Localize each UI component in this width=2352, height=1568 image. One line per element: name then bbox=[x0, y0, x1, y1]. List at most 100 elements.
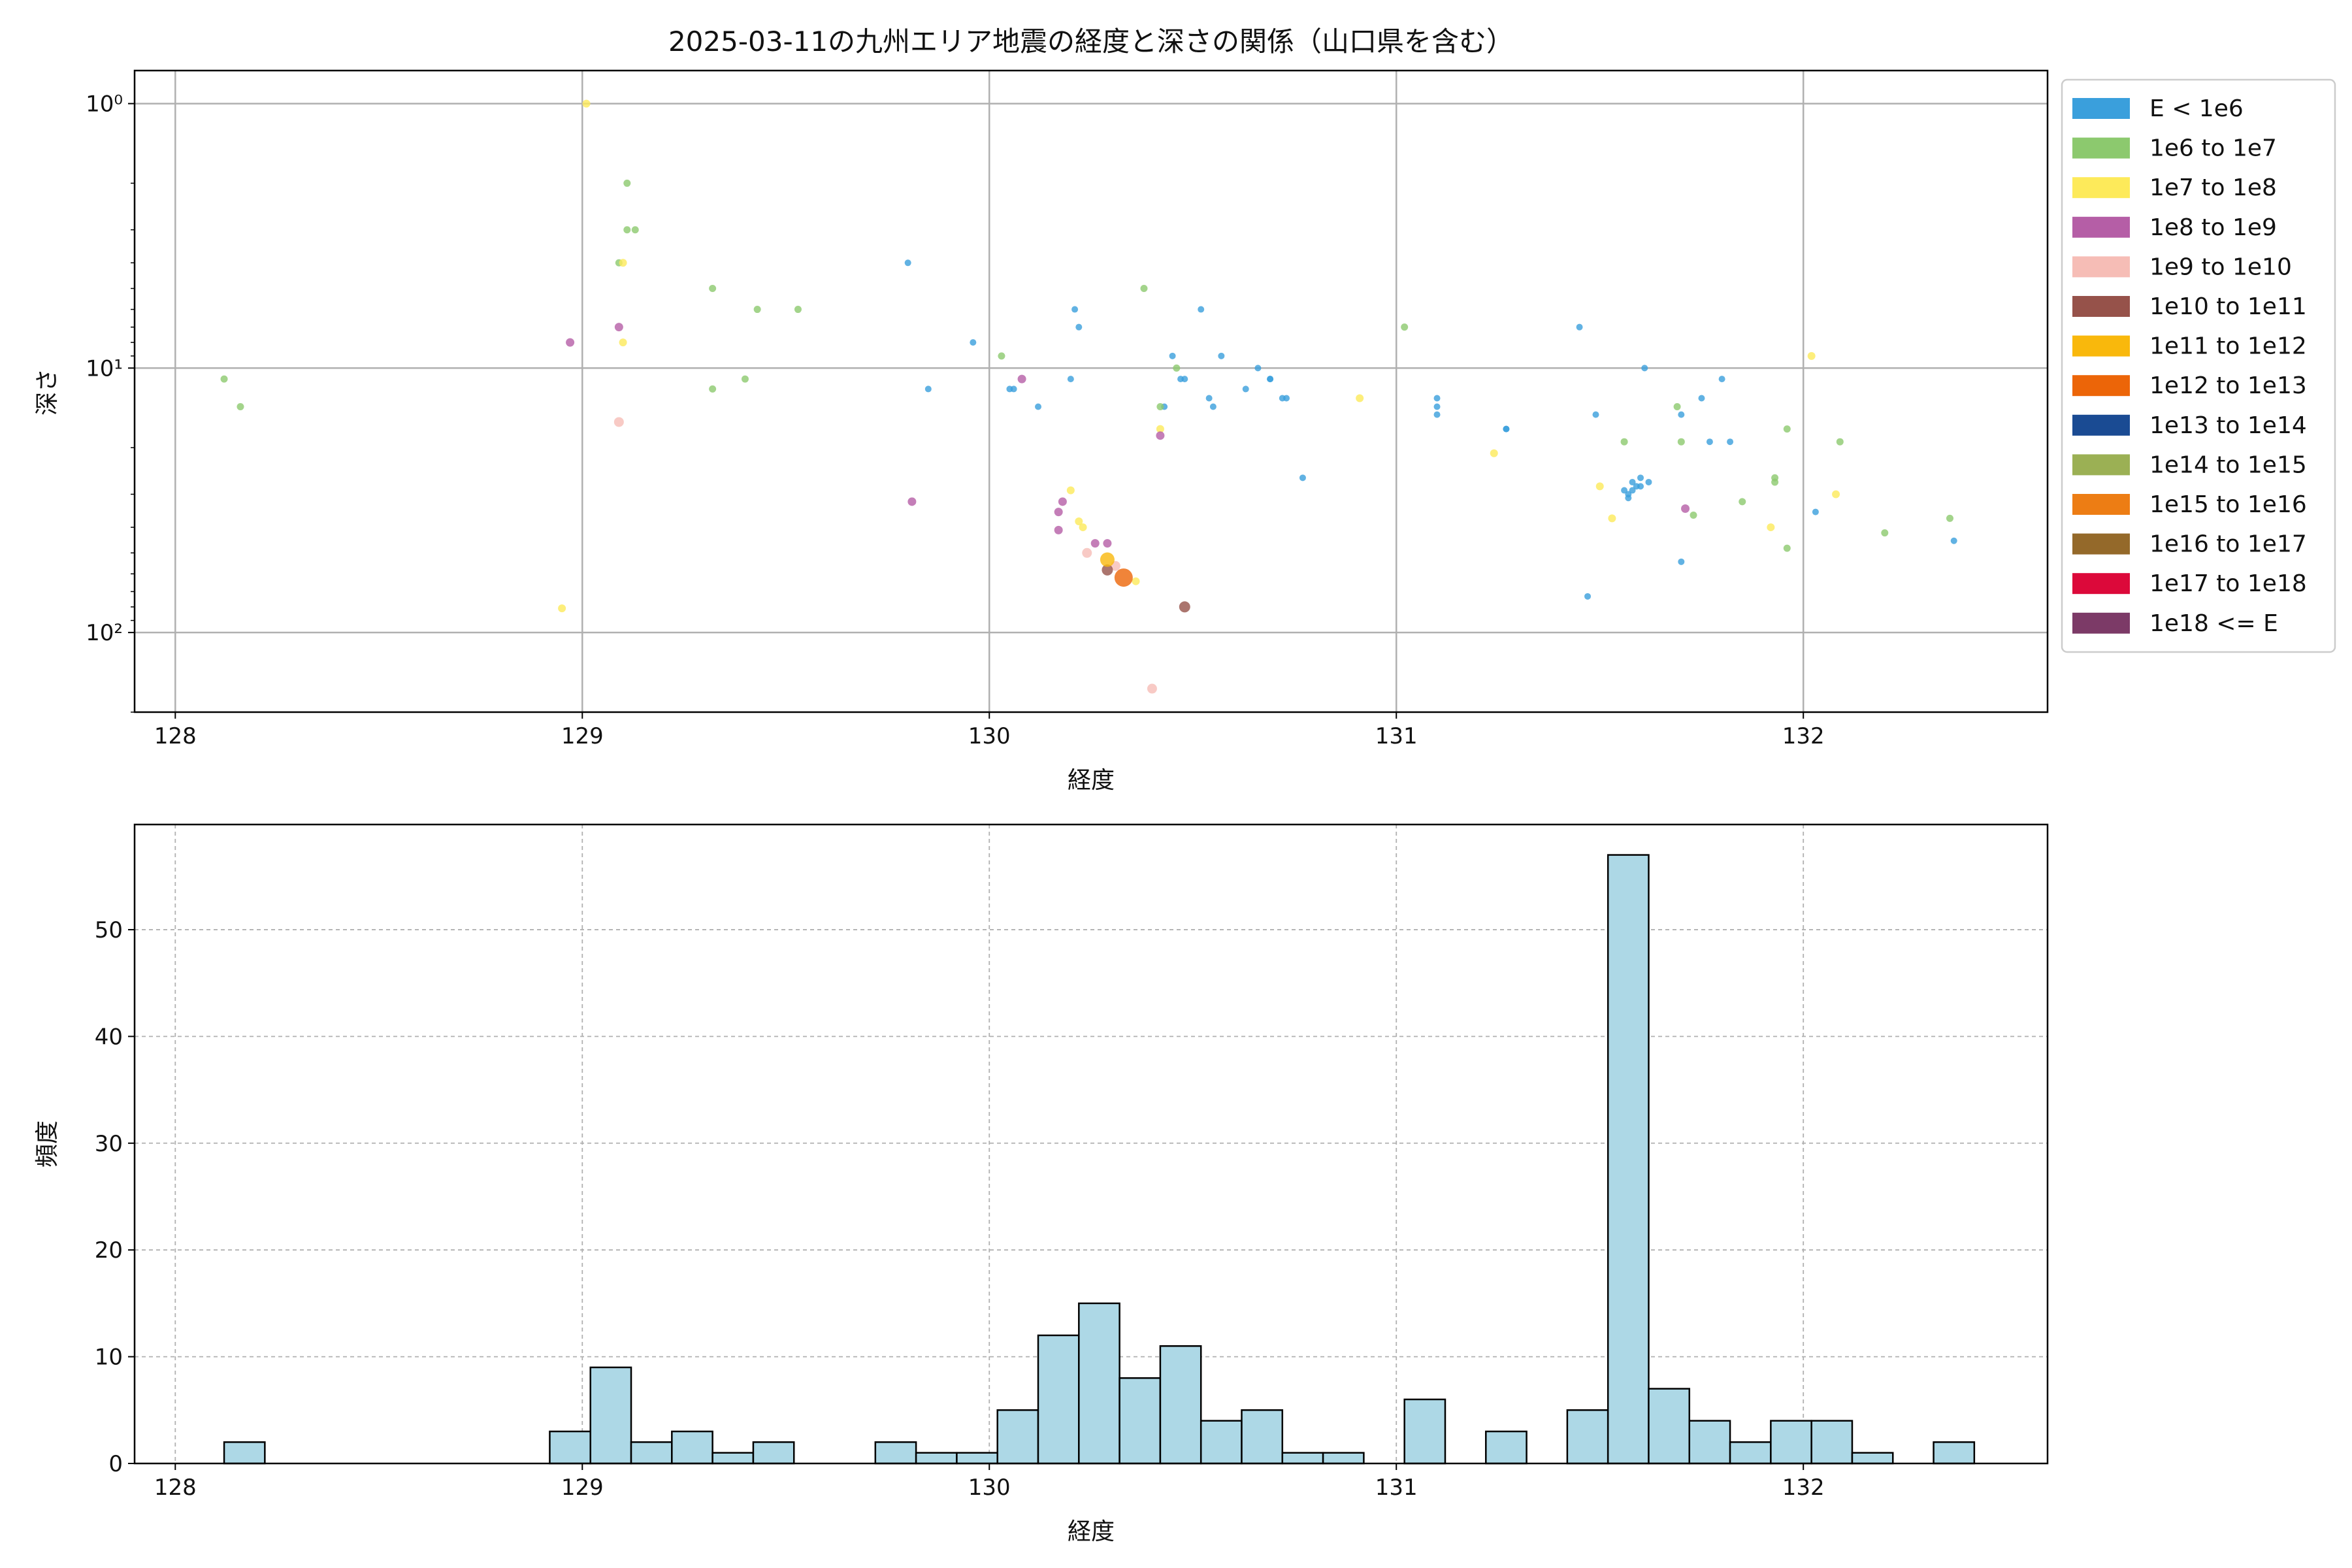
scatter-point bbox=[1173, 364, 1181, 372]
scatter-point bbox=[741, 375, 749, 383]
scatter-point bbox=[1054, 508, 1063, 517]
scatter-point bbox=[613, 417, 624, 427]
histogram-bars bbox=[223, 854, 1976, 1465]
histogram-x-ticks: 128 129 130 131 132 bbox=[154, 1463, 1825, 1501]
legend-swatch bbox=[2072, 137, 2130, 159]
histogram-bar bbox=[1851, 1452, 1894, 1465]
scatter-point bbox=[1071, 306, 1079, 313]
scatter-x-axis-label: 経度 bbox=[1068, 767, 1115, 794]
scatter-point bbox=[1242, 385, 1249, 393]
histogram-y-tick-label: 10 bbox=[95, 1345, 123, 1371]
scatter-y-ticks: 10⁰ 10¹ 10² bbox=[86, 91, 135, 646]
histogram-x-tick-label: 130 bbox=[968, 1475, 1011, 1501]
scatter-y-axis-label: 深さ bbox=[34, 368, 61, 416]
legend-swatch bbox=[2072, 256, 2130, 278]
scatter-point bbox=[1503, 425, 1510, 433]
scatter-point bbox=[1625, 495, 1632, 502]
scatter-point bbox=[237, 403, 244, 411]
histogram-x-tick-label: 131 bbox=[1375, 1475, 1418, 1501]
scatter-point bbox=[904, 259, 911, 267]
legend-swatch bbox=[2072, 573, 2130, 595]
scatter-point bbox=[1637, 474, 1644, 482]
legend-swatch bbox=[2072, 296, 2130, 317]
scatter-point bbox=[1356, 394, 1364, 402]
scatter-point bbox=[1771, 478, 1779, 486]
scatter-point bbox=[924, 385, 932, 393]
scatter-plot-area bbox=[135, 71, 2048, 712]
histogram-bar bbox=[1037, 1334, 1080, 1465]
scatter-point bbox=[1641, 365, 1648, 372]
scatter-point bbox=[1645, 478, 1652, 485]
scatter-point bbox=[1156, 431, 1165, 440]
histogram-y-tick-label: 50 bbox=[95, 917, 123, 943]
legend-swatch bbox=[2072, 612, 2130, 634]
scatter-point bbox=[1103, 539, 1112, 548]
legend-swatch bbox=[2072, 533, 2130, 555]
histogram-bar bbox=[752, 1441, 795, 1465]
scatter-point bbox=[1690, 512, 1697, 519]
histogram-bar bbox=[1485, 1430, 1527, 1465]
scatter-point bbox=[1620, 438, 1628, 446]
scatter-point bbox=[907, 497, 917, 506]
scatter-y-tick-label: 10² bbox=[86, 620, 123, 646]
legend-swatch bbox=[2072, 177, 2130, 199]
histogram-bar bbox=[589, 1366, 632, 1465]
histogram-chart: 128 129 130 131 132 0 10 20 30 40 50 経度 頻度 bbox=[34, 823, 2049, 1545]
scatter-point bbox=[1832, 490, 1840, 498]
legend-swatch bbox=[2072, 216, 2130, 238]
scatter-point bbox=[753, 306, 761, 314]
legend-label: 1e11 to 1e12 bbox=[2149, 333, 2307, 360]
scatter-point bbox=[1678, 558, 1685, 565]
legend: E < 1e6 1e6 to 1e7 1e7 to 1e8 1e8 to 1e9 1e9… bbox=[2061, 78, 2336, 653]
legend-label: 1e13 to 1e14 bbox=[2149, 412, 2307, 439]
histogram-y-tick-label: 40 bbox=[95, 1024, 123, 1050]
legend-label: 1e17 to 1e18 bbox=[2149, 570, 2307, 597]
histogram-bar bbox=[1810, 1420, 1854, 1465]
scatter-point bbox=[1205, 395, 1213, 402]
legend-label: 1e12 to 1e13 bbox=[2149, 372, 2307, 399]
histogram-bar bbox=[1281, 1452, 1324, 1465]
legend-swatch bbox=[2072, 494, 2130, 515]
histogram-bar bbox=[915, 1452, 958, 1465]
histogram-y-tick-label: 30 bbox=[95, 1131, 123, 1157]
histogram-bar bbox=[1933, 1441, 1976, 1465]
scatter-point bbox=[1054, 525, 1063, 534]
scatter-point bbox=[1066, 486, 1075, 495]
histogram-bar bbox=[956, 1452, 998, 1465]
histogram-bar bbox=[1078, 1302, 1120, 1465]
histogram-bar bbox=[711, 1452, 755, 1465]
scatter-frame bbox=[133, 69, 2049, 713]
scatter-point bbox=[1629, 478, 1636, 485]
scatter-point bbox=[1058, 497, 1067, 506]
histogram-frame bbox=[133, 823, 2049, 1465]
scatter-point bbox=[1673, 403, 1681, 411]
scatter-point bbox=[619, 259, 627, 267]
scatter-point bbox=[1678, 411, 1685, 418]
histogram-bar bbox=[671, 1430, 713, 1465]
histogram-bar bbox=[1322, 1452, 1365, 1465]
scatter-point bbox=[1218, 352, 1225, 359]
scatter-points bbox=[220, 99, 1957, 694]
scatter-point bbox=[1783, 544, 1791, 552]
histogram-bar bbox=[1200, 1420, 1243, 1465]
scatter-x-tick-label: 130 bbox=[968, 723, 1011, 749]
histogram-bar bbox=[1159, 1345, 1202, 1465]
scatter-point bbox=[1706, 438, 1713, 446]
scatter-point bbox=[566, 338, 575, 347]
histogram-x-axis-label: 経度 bbox=[1068, 1518, 1115, 1545]
scatter-point bbox=[582, 99, 591, 108]
scatter-point bbox=[1727, 438, 1734, 446]
legend-label: 1e15 to 1e16 bbox=[2149, 491, 2307, 518]
scatter-point bbox=[1114, 568, 1133, 587]
histogram-bar bbox=[630, 1441, 673, 1465]
histogram-bar bbox=[549, 1430, 591, 1465]
histogram-y-ticks: 0 10 20 30 40 50 bbox=[95, 917, 135, 1477]
scatter-point bbox=[998, 352, 1005, 360]
scatter-point bbox=[1254, 365, 1262, 372]
scatter-chart: 2025-03-11の九州エリア地震の経度と深さの関係（山口県を含む） 128 1… bbox=[34, 25, 2336, 794]
histogram-bar bbox=[223, 1441, 266, 1465]
scatter-point bbox=[1198, 306, 1205, 313]
scatter-point bbox=[1082, 547, 1092, 558]
scatter-y-tick-label: 10¹ bbox=[86, 355, 123, 382]
scatter-point bbox=[1017, 374, 1026, 384]
